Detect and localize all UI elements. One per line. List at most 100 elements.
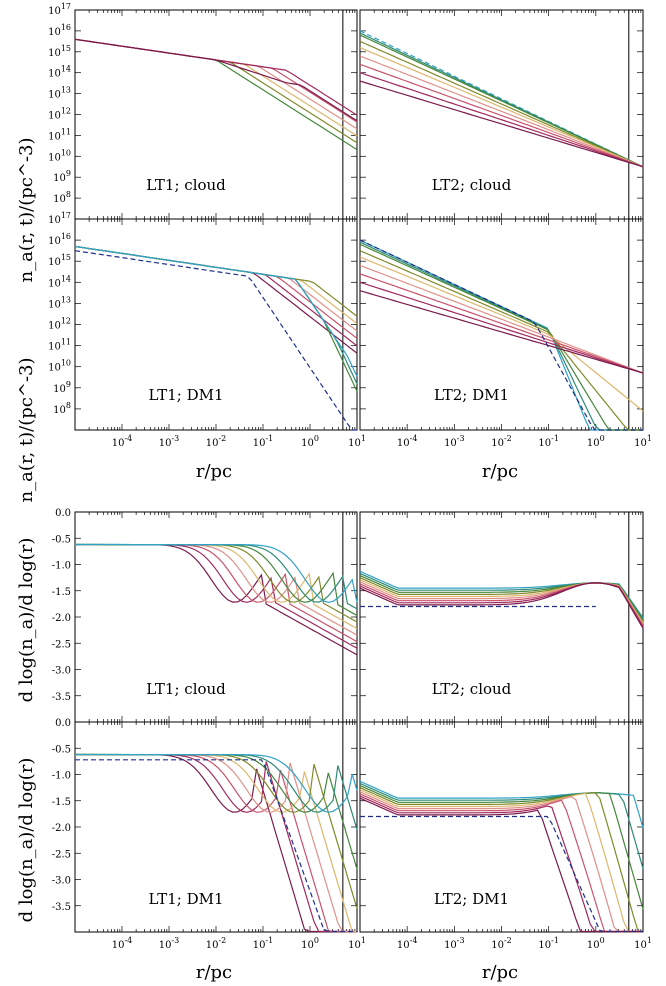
- x-tick-label: 101: [634, 434, 652, 449]
- series-line: [359, 256, 644, 412]
- panel-label: LT2; DM1: [434, 890, 509, 908]
- panel-label: LT2; cloud: [432, 176, 512, 194]
- series-line: [359, 789, 643, 933]
- series-line: [359, 784, 644, 910]
- series-line: [74, 38, 358, 144]
- y-tick-label: 1012: [48, 317, 71, 332]
- y-tick-label: -1.0: [52, 561, 71, 572]
- y-tick-label: 108: [53, 190, 71, 205]
- x-tick-label: 10-3: [159, 936, 180, 951]
- series-line: [359, 579, 644, 624]
- y-tick-label: 108: [53, 401, 71, 416]
- series-line: [359, 281, 644, 374]
- x-tick-label: 10-1: [253, 936, 274, 951]
- y-tick-label: 0.0: [55, 508, 71, 519]
- y-tick-label: -1.5: [52, 797, 71, 808]
- series-line: [359, 797, 643, 933]
- series-line: [359, 63, 644, 168]
- x-tick-label: 10-4: [112, 936, 133, 951]
- x-tick-label: 10-4: [112, 434, 133, 449]
- series-line: [74, 245, 358, 339]
- y-tick-label: -0.5: [52, 744, 71, 755]
- y-tick-label: 1017: [48, 211, 71, 226]
- series-line: [359, 243, 643, 431]
- x-tick-label: 10-4: [397, 434, 418, 449]
- series-line: [359, 250, 643, 431]
- panel-label: LT1; DM1: [148, 386, 223, 404]
- panel-5: LT1; cloud 0.0 -0.5 -1.0 -1.5 -2.0 -2.5 -3.0 -3.…: [52, 508, 358, 729]
- x-tick-label: 10-2: [206, 936, 227, 951]
- y-tick-label: -2.5: [52, 639, 71, 650]
- x-tick-label: 10-3: [444, 936, 465, 951]
- y-tick-label: 1014: [48, 274, 71, 289]
- x-tick-label: 10-2: [491, 936, 512, 951]
- series-line: [359, 55, 644, 168]
- x-tick-label: 100: [587, 936, 605, 951]
- x-tick-label: 101: [348, 434, 366, 449]
- series-line: [75, 543, 358, 610]
- y-tick-label: 1011: [48, 338, 71, 353]
- series-line: [75, 544, 358, 656]
- ylabel-slope-bot: d log(n_a)/d log(r): [16, 758, 37, 923]
- panel-8: LT2; DM1 10-4 10-3 10-2 10-1 100 101: [359, 721, 652, 951]
- y-tick-label: 1015: [48, 44, 71, 59]
- series-line: [359, 72, 644, 168]
- y-tick-label: -3.5: [52, 902, 71, 913]
- x-tick-label: 100: [301, 434, 319, 449]
- y-tick-label: 109: [53, 169, 71, 184]
- x-tick-label: 100: [301, 936, 319, 951]
- x-tick-label: 10-3: [444, 434, 465, 449]
- panel-1: LT1; cloud 1017 1016 1015 1014 1013 1012 1011 10…: [48, 2, 358, 226]
- y-tick-label: 1016: [48, 232, 71, 247]
- y-tick-label: 1013: [48, 295, 71, 310]
- panels-group: LT1; cloud 1017 1016 1015 1014 1013 1012 1011 10…: [48, 2, 652, 951]
- series-line: [360, 815, 643, 933]
- panel-label: LT2; DM1: [434, 386, 509, 404]
- y-tick-label: -2.0: [52, 613, 71, 624]
- series-line: [74, 245, 358, 354]
- y-tick-label: 1010: [48, 359, 71, 374]
- series-line: [359, 47, 644, 168]
- y-tick-label: 109: [53, 380, 71, 395]
- series-line: [75, 753, 358, 813]
- series-line: [359, 40, 644, 168]
- x-tick-label: 10-2: [491, 434, 512, 449]
- y-tick-label: -3.0: [52, 876, 71, 887]
- xlabel-right-top: r/pc: [482, 461, 518, 482]
- ylabel-mid: n_a(r, t)/(pc^-3): [16, 357, 37, 502]
- panel-2: LT2; cloud: [359, 9, 644, 220]
- y-tick-label: -0.5: [52, 534, 71, 545]
- series-line: [74, 245, 358, 377]
- series-line: [359, 577, 644, 623]
- ylabel-top: n_a(r, t)/(pc^-3): [16, 137, 37, 282]
- y-tick-label: 1016: [48, 23, 71, 38]
- y-tick-label: -3.5: [52, 692, 71, 703]
- series-line: [359, 30, 644, 168]
- y-tick-label: 1013: [48, 86, 71, 101]
- y-tick-label: 1014: [48, 65, 71, 80]
- series-line: [74, 245, 358, 332]
- ylabel-slope-top: d log(n_a)/d log(r): [16, 538, 37, 703]
- series-line: [359, 793, 643, 933]
- series-line: [359, 239, 643, 431]
- panel-label: LT1; cloud: [146, 680, 226, 698]
- series-line: [359, 787, 643, 933]
- series-line: [74, 38, 358, 116]
- y-tick-label: 0.0: [55, 718, 71, 729]
- x-tick-label: 10-1: [538, 434, 559, 449]
- xlabel-left-bot: r/pc: [196, 962, 232, 983]
- y-tick-label: -3.0: [52, 666, 71, 677]
- xlabel-left-top: r/pc: [196, 461, 232, 482]
- panel-7: LT1; DM1 -0.5 -1.0 -1.5 -2.0 -2.5 -3.0 -3.5 10-4…: [52, 721, 366, 951]
- series-line: [75, 544, 358, 649]
- series-line: [75, 759, 357, 933]
- series-line: [359, 273, 644, 374]
- series-line: [74, 245, 358, 347]
- series-line: [75, 543, 358, 603]
- y-tick-label: 1010: [48, 148, 71, 163]
- y-tick-label: 1015: [48, 253, 71, 268]
- y-tick-label: -2.5: [52, 849, 71, 860]
- panel-6: LT2; cloud: [359, 511, 644, 723]
- series-line: [359, 290, 644, 374]
